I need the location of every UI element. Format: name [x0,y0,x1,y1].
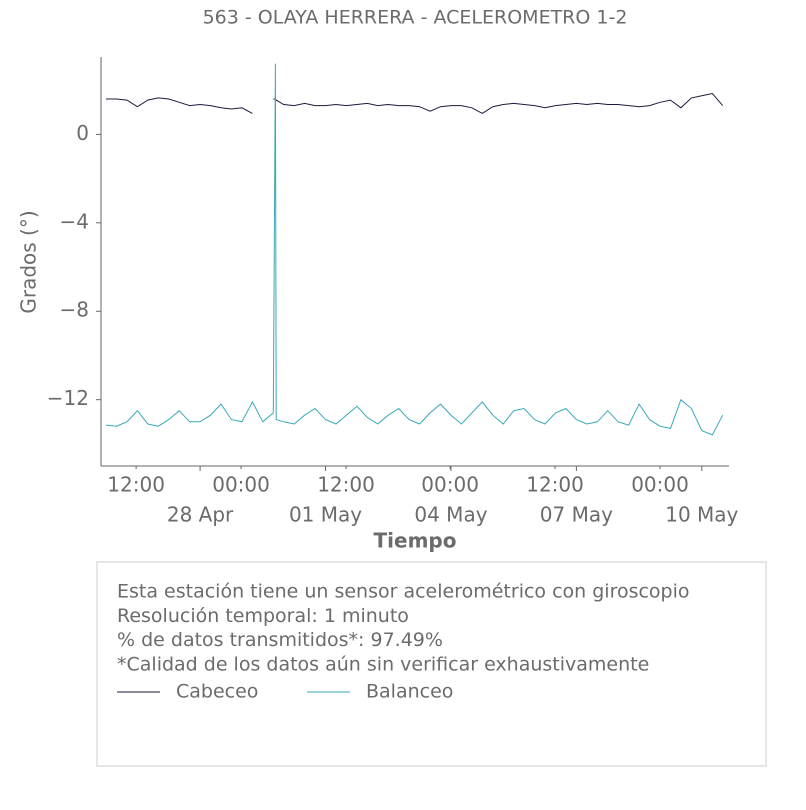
info-text: % de datos transmitidos*: 97.49% [117,629,443,651]
series-line [105,63,724,436]
x-minor-tick-label: 12:00 [526,473,584,497]
y-tick-label: −4 [60,209,89,233]
legend-label: Balanceo [366,681,453,703]
x-minor-tick-label: 00:00 [631,473,689,497]
x-minor-tick-label: 12:00 [317,473,375,497]
info-text: *Calidad de los datos aún sin verificar … [117,653,649,675]
x-tick-label: 10 May [665,503,738,527]
x-minor-tick-label: 00:00 [421,473,479,497]
x-minor-tick-label: 12:00 [107,473,165,497]
x-minor-tick-label: 00:00 [212,473,270,497]
series-line [106,92,724,114]
x-tick-label: 28 Apr [167,503,234,527]
chart-title: 563 - OLAYA HERRERA - ACELEROMETRO 1-2 [203,7,628,29]
info-box [96,561,767,767]
legend-label: Cabeceo [176,681,258,703]
info-text: Esta estación tiene un sensor aceleromét… [117,581,690,603]
y-tick-label: −8 [60,298,89,322]
y-tick-label: 0 [76,121,89,145]
x-tick-label: 04 May [414,503,487,527]
x-tick-label: 07 May [540,503,613,527]
y-axis-label: Grados (°) [17,210,41,313]
info-text: Resolución temporal: 1 minuto [117,605,409,627]
x-axis-label: Tiempo [374,529,457,553]
x-tick-label: 01 May [289,503,362,527]
y-tick-label: −12 [47,386,89,410]
